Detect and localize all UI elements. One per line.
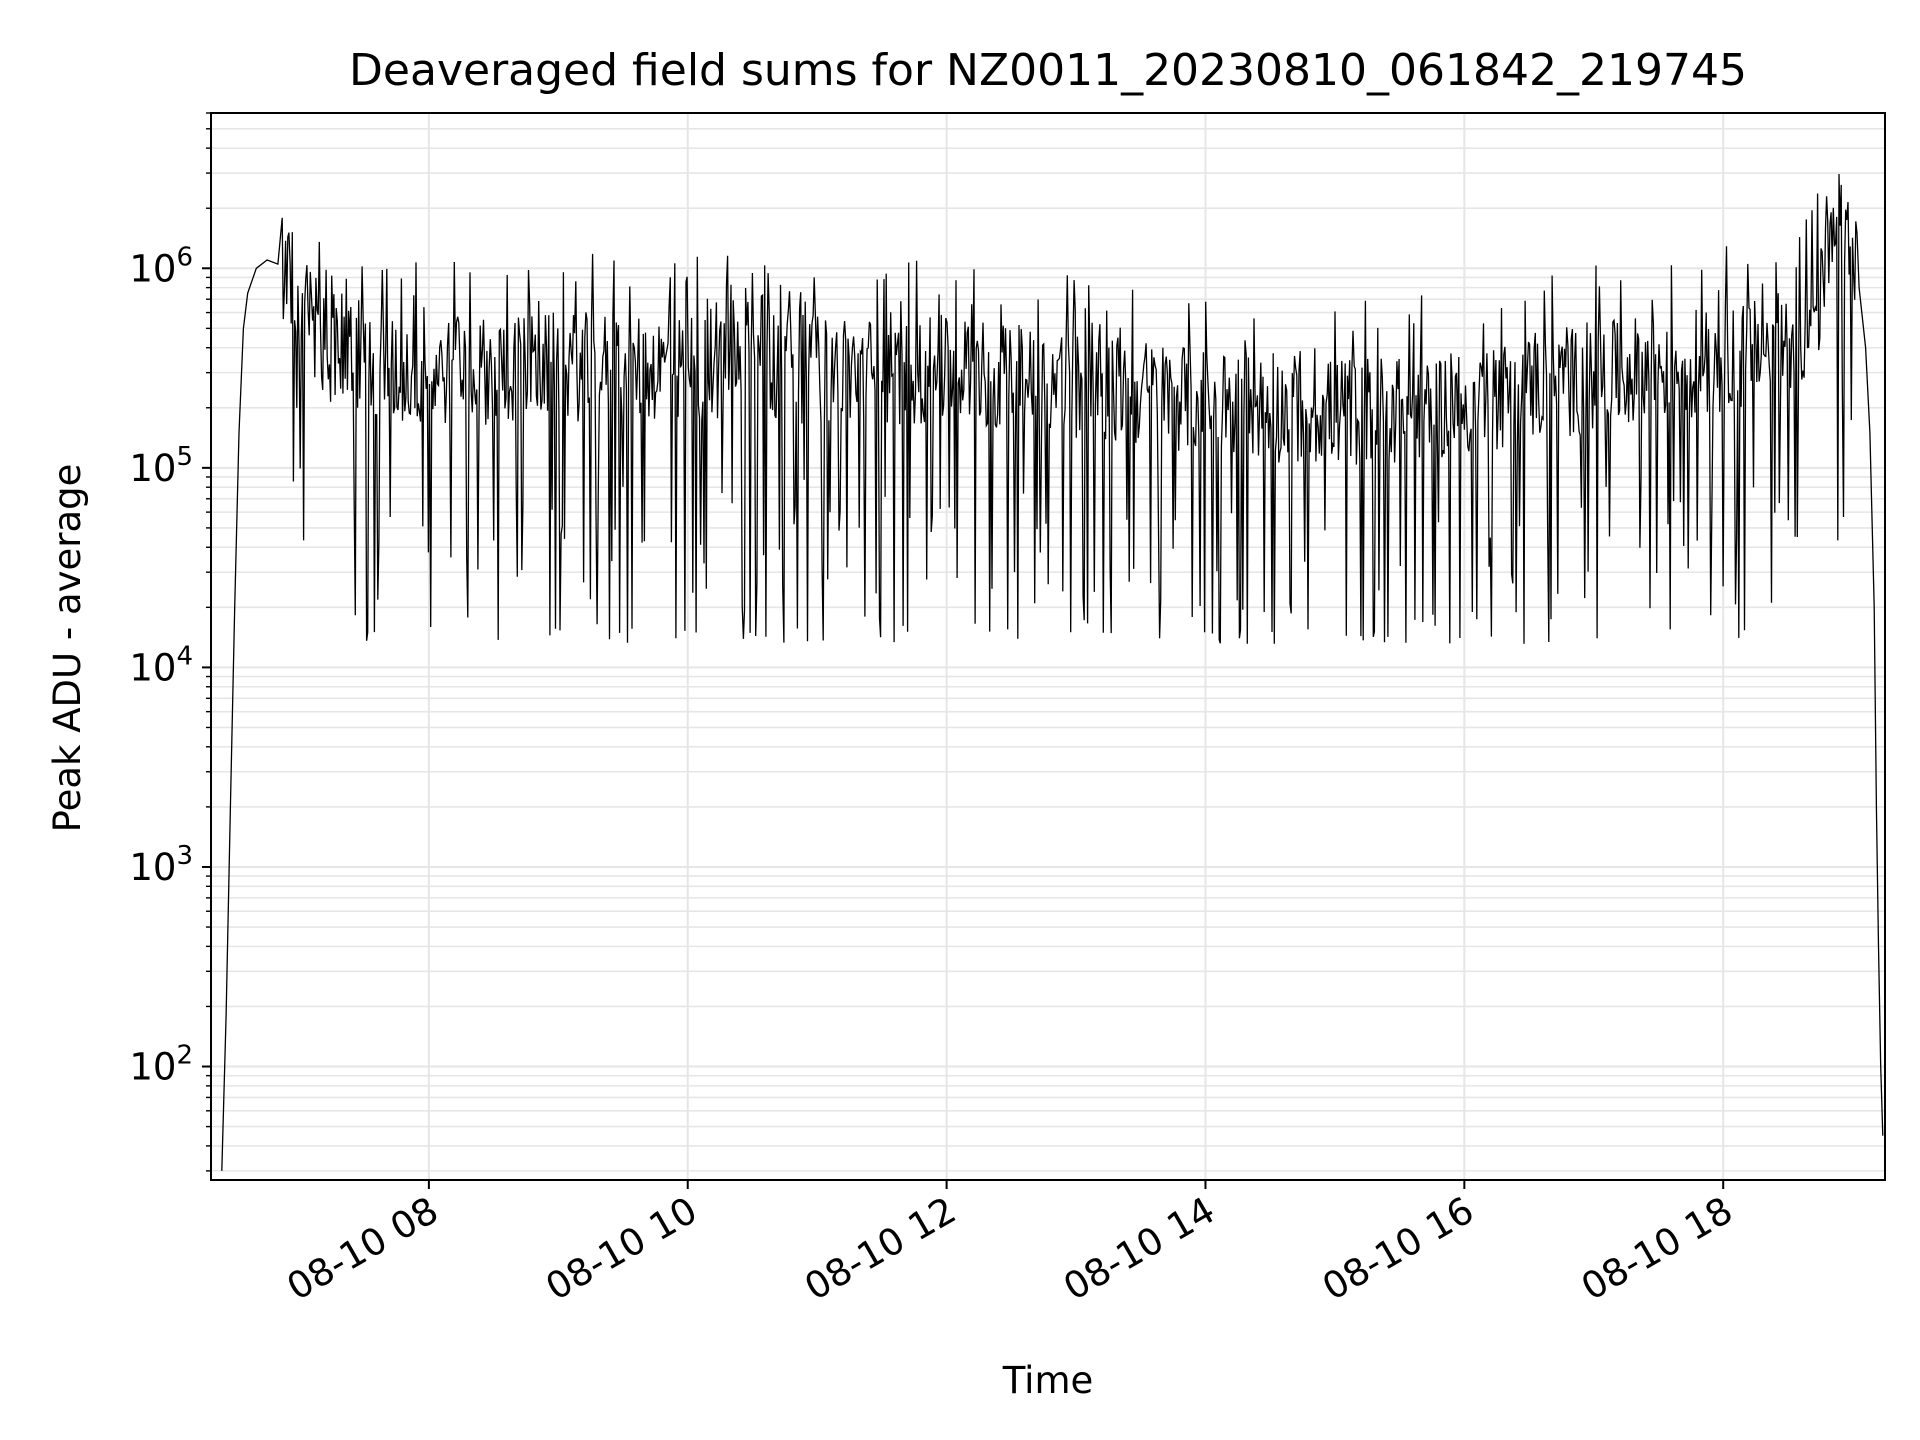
- y-axis: 102 103 104 105 106: [129, 112, 211, 1172]
- series-line: [221, 173, 1884, 1171]
- plot-frame: [210, 112, 1886, 1181]
- y-tick-label: 103: [129, 841, 193, 889]
- y-tick-label: 105: [129, 442, 193, 490]
- y-tick-label: 102: [129, 1041, 193, 1089]
- series-layer: [221, 173, 1884, 1171]
- y-axis-label: Peak ADU - average: [46, 464, 89, 833]
- y-tick-label: 106: [129, 242, 193, 290]
- chart-title: Deaveraged field sums for NZ0011_2023081…: [349, 45, 1747, 96]
- y-tick-label: 104: [129, 641, 193, 689]
- x-axis-label: Time: [1002, 1359, 1094, 1402]
